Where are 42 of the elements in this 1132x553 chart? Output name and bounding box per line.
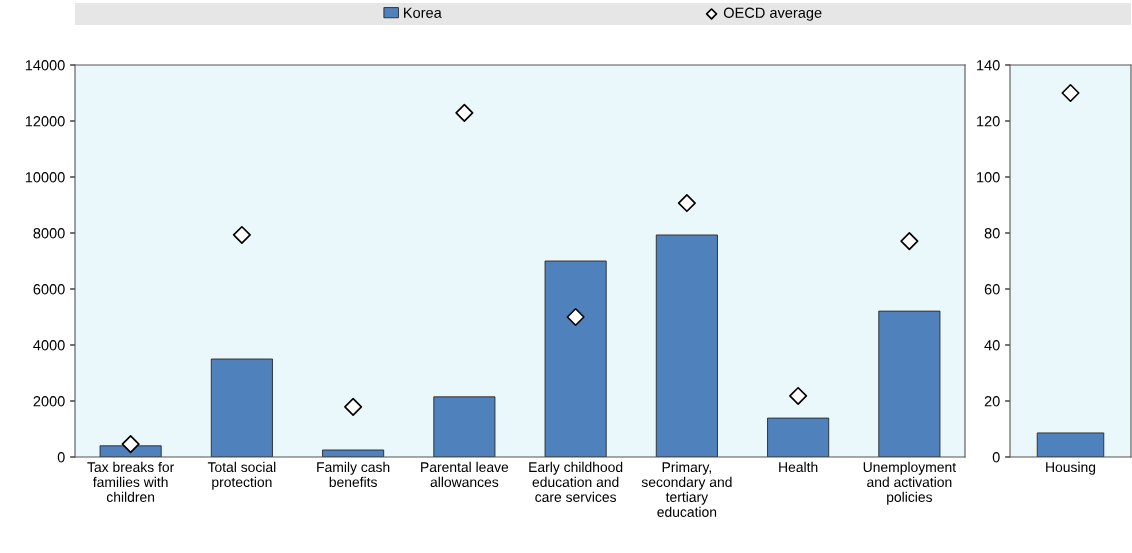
- point: [900, 232, 919, 251]
- x-tick-label: Parental leave allowances: [421, 461, 509, 488]
- y-tick-label: 14000: [25, 60, 65, 71]
- x-tick-label: Housing: [1046, 461, 1096, 475]
- y-tick-label: 120: [977, 116, 1000, 127]
- legend-label: Korea: [404, 7, 442, 18]
- y-tick-label: 2000: [33, 396, 65, 407]
- bar: [767, 417, 830, 457]
- y-tick-label: 0: [992, 452, 1000, 463]
- y-tick-label: 6000: [33, 284, 65, 295]
- y-tick-label: 100: [977, 172, 1000, 183]
- y-tick-label: 80: [984, 228, 1000, 239]
- y-tick-label: 40: [984, 340, 1000, 351]
- x-tick-label: Total social protection: [207, 461, 276, 490]
- x-tick-label: Tax breaks for families with children: [87, 461, 175, 502]
- bar: [655, 234, 718, 457]
- x-tick-label: Early childhood education and care services: [529, 461, 623, 502]
- point: [789, 386, 808, 406]
- x-tick-label: Unemployment and activation policies: [863, 461, 956, 505]
- y-tick-label: 60: [984, 284, 1000, 295]
- y-tick-label: 0: [57, 452, 65, 463]
- point: [677, 193, 696, 213]
- y-tick-label: 4000: [33, 340, 65, 351]
- bar: [433, 396, 496, 457]
- legend-label: OECD average: [723, 7, 822, 21]
- bar: [210, 358, 273, 457]
- y-tick-label: 8000: [33, 228, 65, 239]
- x-tick-label: Health: [779, 461, 818, 473]
- bar: [878, 310, 941, 457]
- point: [455, 103, 474, 122]
- point: [232, 225, 251, 245]
- y-tick-label: 140: [977, 60, 1000, 71]
- y-tick-label: 10000: [25, 172, 65, 183]
- bar: [544, 260, 607, 457]
- x-tick-label: Primary, secondary and tertiary education: [641, 461, 732, 517]
- x-tick-label: Family cash benefits: [317, 461, 390, 488]
- point: [566, 307, 585, 327]
- y-tick-label: 20: [984, 396, 1000, 407]
- y-tick-label: 12000: [25, 116, 65, 127]
- bar: [322, 449, 385, 457]
- point: [344, 397, 363, 416]
- point: [121, 435, 140, 454]
